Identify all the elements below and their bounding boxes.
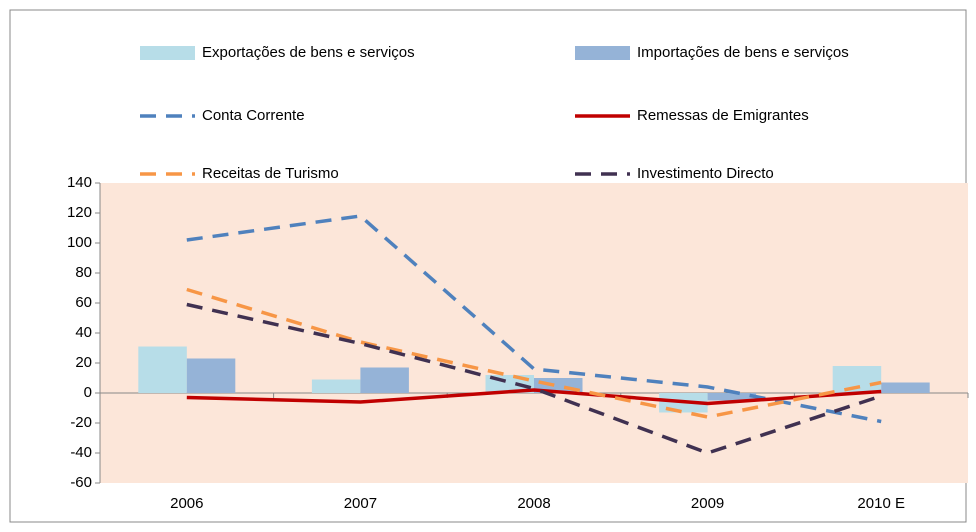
y-tick-label: 40 — [75, 324, 92, 341]
legend-label: Receitas de Turismo — [202, 165, 339, 182]
legend-label: Conta Corrente — [202, 107, 305, 124]
plot-area — [100, 183, 968, 483]
y-tick-label: -60 — [70, 474, 92, 491]
legend-swatch — [140, 46, 195, 60]
bar — [707, 393, 757, 401]
x-tick-label: 2006 — [170, 495, 203, 512]
legend-label: Importações de bens e serviços — [637, 44, 849, 61]
bar — [360, 367, 409, 393]
bar — [186, 358, 236, 393]
legend-label: Remessas de Emigrantes — [637, 107, 809, 124]
bar — [881, 382, 930, 393]
y-tick-label: 20 — [75, 354, 92, 371]
x-tick-label: 2010 E — [857, 495, 905, 512]
line — [186, 302, 882, 455]
legend-label: Exportações de bens e serviços — [202, 44, 415, 61]
y-tick-label: -40 — [70, 444, 92, 461]
y-tick-label: 120 — [67, 204, 92, 221]
y-tick-label: 140 — [67, 174, 92, 191]
legend-swatch — [575, 46, 630, 60]
line — [186, 388, 882, 406]
y-tick-label: 60 — [75, 294, 92, 311]
y-tick-label: 0 — [84, 384, 92, 401]
x-tick-label: 2009 — [691, 495, 724, 512]
y-tick-label: 80 — [75, 264, 92, 281]
x-tick-label: 2008 — [517, 495, 550, 512]
y-tick-label: -20 — [70, 414, 92, 431]
x-tick-label: 2007 — [344, 495, 377, 512]
line — [186, 214, 882, 424]
y-tick-label: 100 — [67, 234, 92, 251]
legend-label: Investimento Directo — [637, 165, 774, 182]
bar — [311, 379, 361, 393]
bar — [138, 346, 187, 393]
